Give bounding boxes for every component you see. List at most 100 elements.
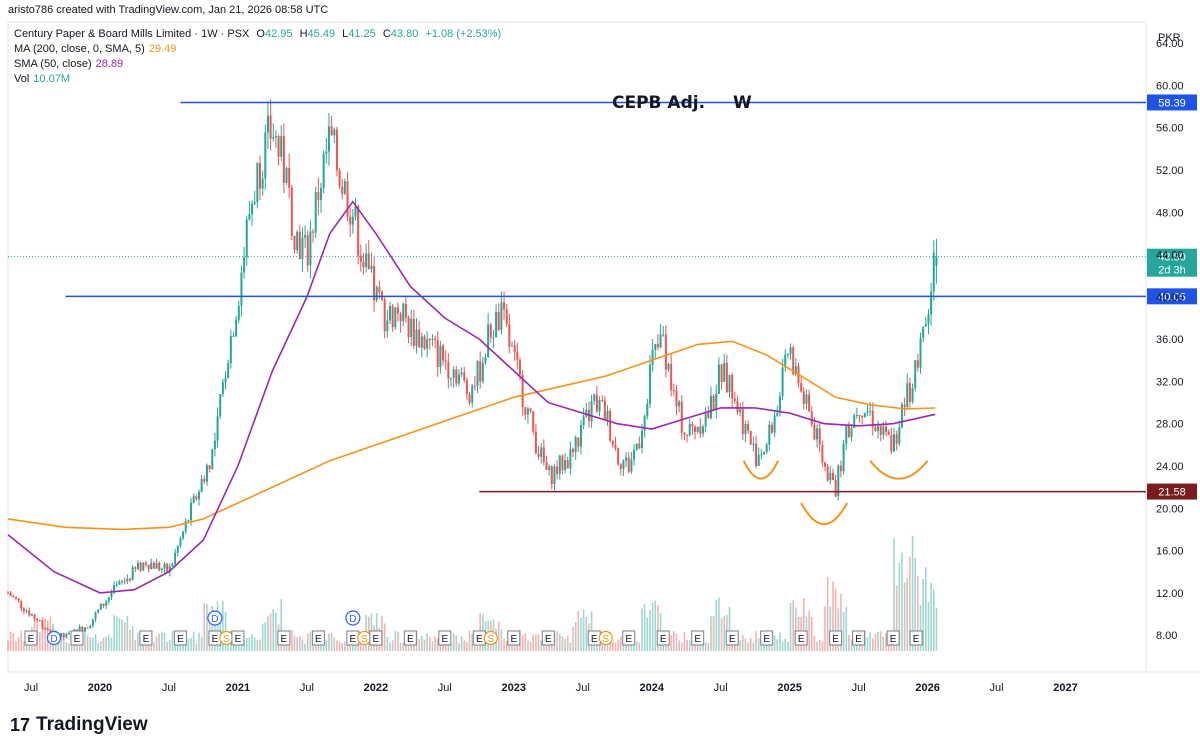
candle-body: [158, 562, 161, 571]
event-marker-earnings[interactable]: E: [829, 630, 843, 646]
dividend-marker[interactable]: D: [207, 610, 223, 626]
event-marker-earnings[interactable]: E: [277, 630, 291, 646]
event-marker-earnings[interactable]: E: [794, 630, 808, 646]
candle-body: [927, 314, 930, 324]
candle-body: [821, 444, 824, 463]
candle: [733, 391, 736, 404]
candle-body: [306, 235, 309, 266]
candle: [635, 443, 638, 451]
event-marker-earnings[interactable]: E: [587, 630, 601, 646]
event-marker-earnings[interactable]: E: [725, 630, 739, 646]
event-marker-earnings[interactable]: E: [346, 630, 360, 646]
event-marker-split[interactable]: S: [219, 630, 234, 646]
candle-body: [829, 472, 832, 481]
event-marker-earnings[interactable]: E: [403, 630, 417, 646]
candle: [890, 427, 893, 455]
candle: [871, 402, 874, 436]
event-marker-earnings[interactable]: E: [24, 630, 38, 646]
candle: [765, 442, 768, 455]
event-label: E: [913, 634, 920, 645]
volume-bar: [850, 639, 853, 651]
event-marker-earnings[interactable]: E: [622, 630, 636, 646]
candle: [134, 566, 137, 573]
legend-ma200[interactable]: MA (200, close, 0, SMA, 5) 29.49: [14, 43, 180, 55]
candle: [585, 402, 588, 418]
event-marker-earnings[interactable]: E: [369, 630, 383, 646]
volume-bar: [216, 601, 219, 651]
event-marker-earnings[interactable]: E: [139, 630, 153, 646]
event-marker-earnings[interactable]: E: [691, 630, 705, 646]
volume-bar: [657, 605, 659, 651]
candle-body: [866, 411, 869, 414]
event-marker-earnings[interactable]: E: [438, 630, 452, 646]
event-marker-split[interactable]: S: [483, 630, 498, 646]
y-tick-label-11: 52.00: [1156, 165, 1184, 177]
event-marker-earnings[interactable]: E: [507, 630, 521, 646]
volume-bar: [824, 606, 826, 651]
candle: [651, 338, 654, 372]
candle-body: [134, 567, 137, 569]
candle: [259, 155, 262, 201]
candle: [457, 369, 460, 387]
volume-bar: [773, 635, 776, 651]
event-marker-split[interactable]: S: [357, 630, 372, 646]
symbol-legend[interactable]: Century Paper & Board Mills Limited · 1W…: [14, 28, 505, 40]
event-marker-earnings[interactable]: E: [208, 630, 222, 646]
event-marker-dividend[interactable]: D: [46, 630, 62, 646]
tradingview-logo[interactable]: 17 TradingView: [10, 714, 148, 736]
legend-volume[interactable]: Vol 10.07M: [14, 73, 74, 85]
dividend-marker[interactable]: D: [345, 610, 361, 626]
earnings-icon: [886, 630, 900, 646]
candle-body: [654, 344, 657, 350]
candle: [211, 448, 214, 470]
candle: [593, 393, 596, 405]
volume-bar: [561, 636, 564, 651]
event-marker-earnings[interactable]: E: [173, 630, 187, 646]
volume-bar: [163, 632, 166, 651]
candle: [497, 303, 500, 332]
volume-bar: [776, 639, 779, 651]
event-marker-earnings[interactable]: E: [231, 630, 245, 646]
candle-body: [792, 347, 795, 375]
event-marker-earnings[interactable]: E: [472, 630, 486, 646]
event-marker-earnings[interactable]: E: [886, 630, 900, 646]
candle: [171, 562, 174, 567]
event-marker-earnings[interactable]: E: [311, 630, 325, 646]
candle-body: [370, 265, 373, 270]
volume-bar: [245, 637, 248, 651]
candle-body: [603, 400, 606, 420]
candle-body: [784, 354, 787, 368]
event-marker-earnings[interactable]: E: [760, 630, 774, 646]
candle: [139, 561, 142, 573]
volume-bar: [267, 616, 269, 651]
event-marker-earnings[interactable]: E: [852, 630, 866, 646]
candle: [304, 225, 307, 248]
volume-bar: [421, 636, 423, 651]
volume-bar: [232, 641, 235, 651]
y-tick-label-1: 12.00: [1156, 588, 1184, 600]
volume-bar: [582, 609, 585, 651]
event-marker-earnings[interactable]: E: [909, 630, 923, 646]
legend-sma50[interactable]: SMA (50, close) 28.89: [14, 58, 127, 70]
candle: [638, 436, 641, 450]
event-marker-earnings[interactable]: E: [70, 630, 84, 646]
candle: [924, 316, 927, 327]
event-marker-split[interactable]: S: [598, 630, 613, 646]
candle-body: [548, 466, 551, 470]
candle-body: [895, 434, 898, 444]
candle: [383, 297, 386, 339]
volume-bar: [635, 641, 638, 651]
event-marker-earnings[interactable]: E: [656, 630, 670, 646]
volume-bar: [795, 607, 797, 651]
candle-body: [699, 426, 702, 434]
x-tick-label-9: 2024: [639, 682, 664, 694]
candle-body: [521, 374, 524, 408]
candle-body: [683, 432, 686, 435]
volume-bar: [765, 640, 768, 651]
candle: [357, 204, 360, 265]
event-marker-earnings[interactable]: E: [541, 630, 555, 646]
candle: [386, 309, 389, 338]
volume-bar: [789, 602, 792, 651]
candle-body: [62, 633, 65, 638]
